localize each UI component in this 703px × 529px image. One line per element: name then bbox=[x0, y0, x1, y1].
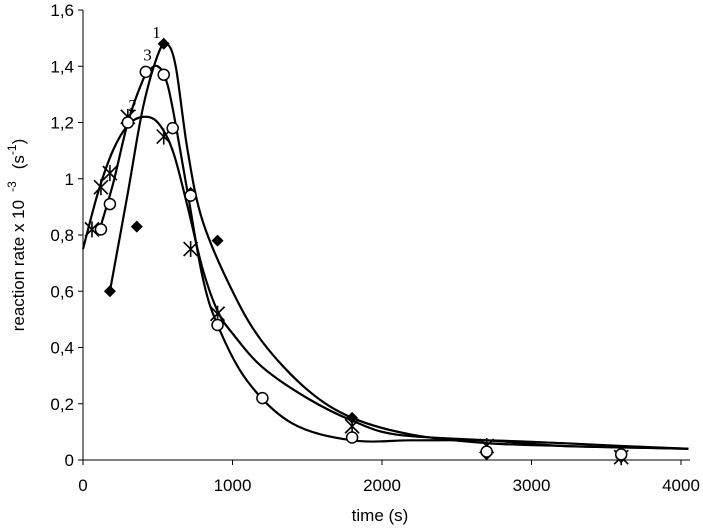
circle-marker bbox=[139, 65, 153, 79]
fit-curve bbox=[81, 115, 689, 450]
y-tick-label: 0,4 bbox=[50, 339, 74, 358]
data-point bbox=[130, 220, 143, 233]
data-point bbox=[103, 285, 116, 298]
circle-marker bbox=[121, 116, 135, 129]
diamond-marker bbox=[103, 285, 116, 298]
data-point bbox=[94, 223, 108, 236]
y-tick-label: 0 bbox=[65, 451, 74, 470]
circle-marker bbox=[211, 318, 224, 332]
y-tick-label: 1,6 bbox=[50, 1, 74, 20]
data-point bbox=[93, 179, 109, 196]
data-point bbox=[103, 197, 117, 211]
circle-marker bbox=[94, 223, 108, 236]
y-label-exponent: -3 bbox=[5, 181, 19, 192]
x-tick-label: 2000 bbox=[363, 476, 401, 495]
x-tick-label: 4000 bbox=[662, 476, 700, 495]
data-point bbox=[157, 68, 170, 81]
y-tick-label: 0,6 bbox=[50, 282, 74, 301]
y-label-text: reaction rate x 10 bbox=[9, 200, 28, 331]
y-label-unit-close: ) bbox=[9, 139, 28, 145]
diamond-marker bbox=[130, 220, 143, 233]
data-point bbox=[102, 165, 118, 182]
x-axis-label: time (s) bbox=[352, 506, 409, 525]
circle-marker bbox=[103, 197, 117, 211]
circle-marker bbox=[614, 448, 628, 461]
y-tick-label: 1,4 bbox=[50, 57, 74, 76]
data-point bbox=[184, 189, 197, 202]
data-point bbox=[480, 445, 493, 458]
y-tick-label: 0,8 bbox=[50, 226, 74, 245]
x-tick-label: 1000 bbox=[214, 476, 252, 495]
circle-marker bbox=[256, 391, 269, 405]
diamond-marker bbox=[157, 37, 170, 50]
y-axis-label: reaction rate x 10 -3 (s-1) bbox=[5, 139, 28, 332]
circle-marker bbox=[166, 121, 179, 135]
curve-label: 3 bbox=[143, 45, 152, 64]
data-point bbox=[121, 116, 135, 129]
circle-marker bbox=[184, 189, 197, 202]
data-point bbox=[84, 221, 100, 238]
diamond-marker bbox=[346, 411, 359, 424]
data-point bbox=[139, 65, 153, 79]
y-tick-label: 1,2 bbox=[50, 114, 74, 133]
data-point bbox=[211, 318, 224, 332]
y-tick-label: 1 bbox=[65, 170, 74, 189]
x-tick-label: 0 bbox=[78, 476, 87, 495]
x-tick-label: 3000 bbox=[513, 476, 551, 495]
circle-marker bbox=[157, 68, 170, 81]
data-point bbox=[345, 431, 359, 444]
y-tick-label: 0,2 bbox=[50, 395, 74, 414]
data-point bbox=[183, 241, 199, 258]
fit-curve bbox=[108, 42, 689, 450]
data-point bbox=[614, 448, 628, 461]
curve-label: 1 bbox=[152, 23, 161, 42]
y-label-unit: (s bbox=[9, 155, 28, 169]
circle-marker bbox=[480, 445, 493, 458]
data-point bbox=[166, 121, 179, 135]
data-point bbox=[256, 391, 269, 405]
data-point bbox=[346, 411, 359, 424]
y-label-unit-exponent: -1 bbox=[5, 144, 19, 155]
diamond-marker bbox=[211, 234, 224, 247]
fit-curve bbox=[96, 64, 689, 450]
data-point bbox=[157, 37, 170, 50]
data-point bbox=[211, 234, 224, 247]
circle-marker bbox=[345, 431, 359, 444]
